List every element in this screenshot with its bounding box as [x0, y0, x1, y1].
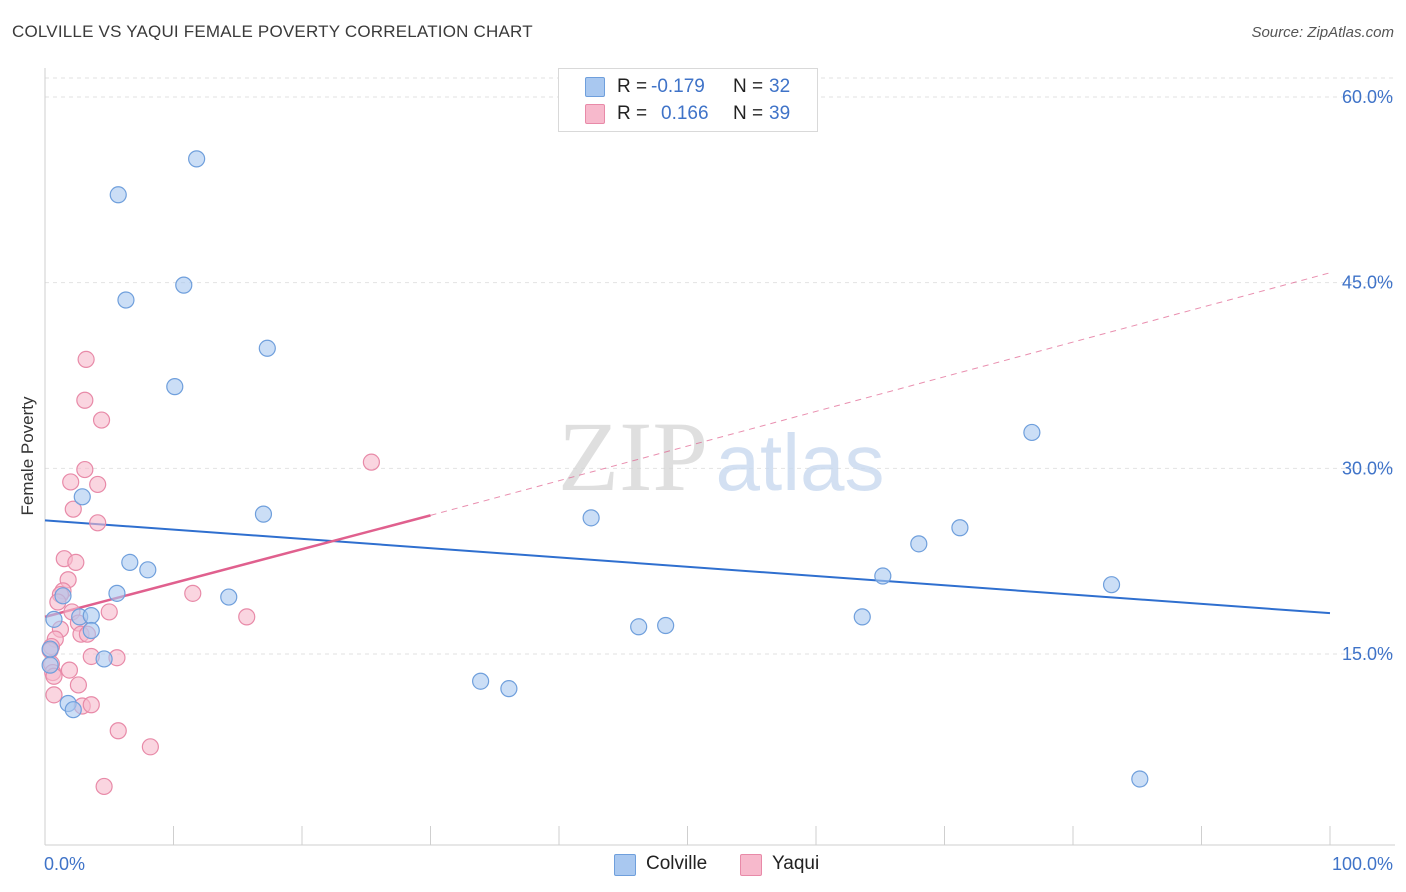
colville-point-17: [95, 650, 113, 668]
trend-lines: [44, 272, 1331, 619]
yaqui-point-35: [82, 696, 100, 714]
colville-point-27: [853, 608, 871, 626]
colville-trend-line: [44, 519, 1331, 615]
y-tick-label-60: 60.0%: [1342, 87, 1393, 107]
yaqui-point-36: [109, 722, 127, 740]
yaqui-point-8: [89, 514, 107, 532]
colville-point-32: [1102, 576, 1121, 594]
colville-r-value: -0.179: [651, 76, 705, 97]
colville-swatch: [585, 77, 605, 97]
colville-point-2: [175, 276, 193, 294]
watermark: ZIP atlas: [558, 401, 884, 512]
yaqui-point-18: [238, 608, 256, 626]
yaqui-point-32: [69, 676, 88, 694]
yaqui-trend-line: [44, 514, 431, 619]
colville-point-4: [258, 339, 276, 357]
yaqui-point-33: [45, 686, 63, 704]
colville-point-29: [910, 535, 928, 553]
yaqui-point-17: [100, 603, 118, 621]
colville-point-15: [82, 607, 100, 625]
colville-point-23: [630, 618, 648, 636]
yaqui-legend-swatch: [740, 854, 762, 876]
colville-point-18: [41, 640, 59, 658]
tick-labels: 15.0% 30.0% 45.0% 60.0% 0.0% 100.0%: [44, 87, 1393, 874]
axes: [44, 68, 1395, 846]
watermark-atlas: atlas: [716, 418, 885, 507]
yaqui-r-value: 0.166: [661, 103, 709, 124]
yaqui-point-6: [89, 475, 107, 494]
x-tick-label-min: 0.0%: [44, 854, 85, 874]
colville-point-21: [64, 701, 82, 719]
colville-point-19: [41, 656, 59, 674]
colville-point-22: [582, 509, 600, 527]
yaqui-swatch: [585, 104, 605, 124]
colville-point-6: [73, 488, 91, 506]
yaqui-point-10: [67, 553, 85, 572]
n-label: N =: [733, 103, 764, 124]
yaqui-n-value: 39: [769, 103, 791, 124]
yaqui-point-15: [184, 584, 202, 602]
r-label: R =: [617, 76, 648, 97]
colville-point-11: [54, 587, 72, 605]
y-tick-label-45: 45.0%: [1342, 273, 1393, 293]
y-tick-label-30: 30.0%: [1342, 458, 1393, 478]
yaqui-point-30: [60, 661, 79, 679]
y-axis-label: Female Poverty: [18, 396, 37, 516]
watermark-zip: ZIP: [558, 401, 708, 512]
yaqui-point-38: [95, 777, 113, 796]
data-points: [41, 150, 1149, 796]
colville-point-25: [472, 672, 490, 690]
yaqui-point-3: [362, 453, 380, 471]
yaqui-trend-line-extension: [430, 272, 1331, 516]
n-label: N =: [733, 76, 764, 97]
colville-point-16: [82, 621, 100, 640]
x-tick-label-max: 100.0%: [1332, 854, 1393, 874]
colville-point-0: [188, 150, 206, 168]
colville-point-12: [220, 588, 238, 606]
colville-point-30: [951, 519, 969, 537]
yaqui-point-2: [92, 411, 111, 429]
source-credit: Source: ZipAtlas.com: [1251, 24, 1394, 41]
chart-title: COLVILLE VS YAQUI FEMALE POVERTY CORRELA…: [12, 22, 533, 41]
colville-point-10: [108, 584, 126, 602]
r-label: R =: [617, 103, 648, 124]
colville-point-8: [121, 553, 139, 572]
colville-point-28: [874, 567, 892, 585]
colville-point-3: [117, 291, 135, 309]
colville-legend-label: Colville: [646, 853, 708, 874]
colville-point-7: [254, 505, 273, 523]
yaqui-point-37: [141, 738, 159, 756]
grid-lines: [45, 77, 1395, 655]
colville-point-26: [500, 680, 518, 698]
yaqui-point-1: [76, 391, 94, 409]
yaqui-point-5: [62, 473, 80, 491]
yaqui-point-4: [76, 460, 94, 479]
y-tick-label-15: 15.0%: [1342, 644, 1393, 664]
yaqui-legend-label: Yaqui: [772, 853, 820, 874]
colville-legend-swatch: [614, 854, 636, 876]
colville-n-value: 32: [769, 76, 791, 97]
colville-point-1: [109, 186, 127, 204]
colville-point-31: [1023, 423, 1041, 442]
yaqui-point-0: [77, 350, 95, 369]
colville-point-33: [1131, 770, 1149, 788]
colville-point-9: [139, 561, 157, 579]
colville-point-14: [45, 610, 63, 628]
colville-point-5: [166, 378, 184, 396]
yaqui-point-7: [64, 500, 82, 518]
colville-point-24: [657, 616, 675, 635]
correlation-legend: R = -0.179 N = 32 R = 0.166 N = 39: [558, 68, 818, 132]
